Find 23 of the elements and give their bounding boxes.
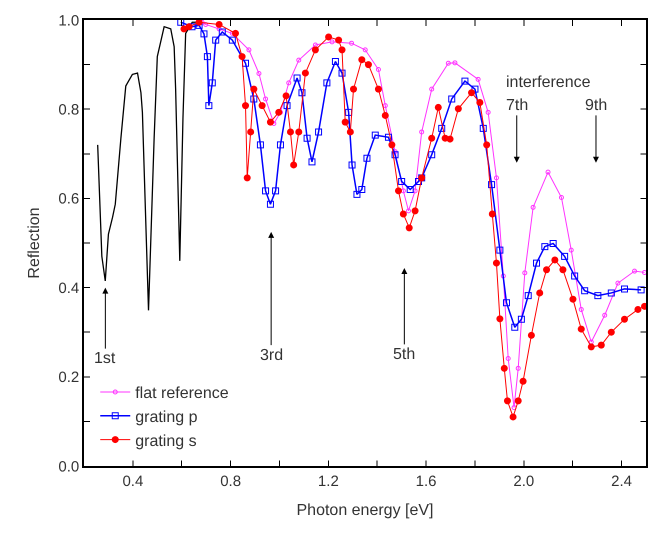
x-tick-label: 0.4 [122,472,144,490]
legend-label: grating s [135,432,197,450]
x-tick-label: 1.6 [416,472,437,490]
legend-label: flat reference [135,385,229,402]
annotation: 7th [506,97,528,114]
y-tick-label: 0.0 [58,458,80,476]
annotation: 9th [585,97,608,114]
y-tick-label: 0.6 [58,190,80,208]
x-tick-label: 2.4 [611,472,632,490]
x-axis-title: Photon energy [eV] [296,502,434,519]
y-tick-label: 0.2 [58,369,80,386]
x-tick-label: 2.0 [513,472,534,490]
annotation: 5th [393,346,416,363]
y-tick-label: 1.0 [58,12,80,30]
y-axis-title: Reflection [26,207,43,279]
y-tick-label: 0.4 [58,280,80,297]
annotation: 3rd [260,347,284,364]
annotation: 1st [94,350,116,367]
legend-label: grating p [135,409,198,426]
annotation: interference [506,74,591,91]
x-tick-label: 1.2 [318,472,339,490]
y-tick-label: 0.8 [58,101,80,118]
x-tick-label: 0.8 [220,472,242,490]
